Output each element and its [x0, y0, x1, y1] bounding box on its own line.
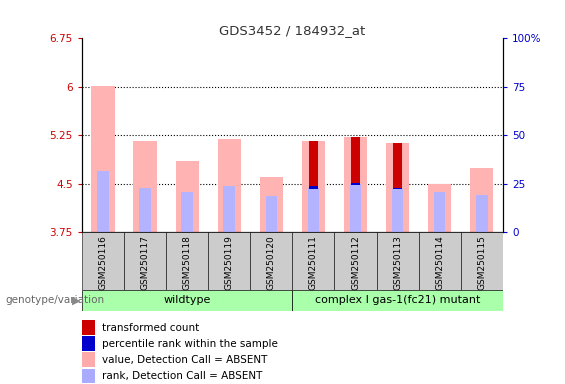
Bar	[334, 232, 376, 290]
Bar	[293, 290, 503, 311]
Bar	[393, 143, 402, 189]
Bar	[428, 184, 451, 232]
Bar	[166, 232, 208, 290]
Bar	[133, 141, 157, 232]
Bar	[386, 143, 409, 232]
Text: GSM250120: GSM250120	[267, 235, 276, 290]
Bar	[351, 183, 360, 185]
Bar	[419, 232, 461, 290]
Text: value, Detection Call = ABSENT: value, Detection Call = ABSENT	[102, 355, 268, 365]
Bar	[376, 232, 419, 290]
Text: GSM250115: GSM250115	[477, 235, 486, 290]
Bar	[92, 86, 115, 232]
Bar	[224, 186, 235, 232]
Text: GSM250111: GSM250111	[309, 235, 318, 290]
Bar	[461, 232, 503, 290]
Text: GSM250114: GSM250114	[435, 235, 444, 290]
Bar	[434, 192, 445, 232]
Bar	[309, 141, 318, 189]
Bar	[293, 232, 334, 290]
Bar	[392, 189, 403, 232]
Bar	[82, 290, 293, 311]
Bar	[260, 177, 283, 232]
Text: GSM250118: GSM250118	[182, 235, 192, 290]
Text: genotype/variation: genotype/variation	[6, 295, 105, 305]
Bar	[82, 369, 95, 383]
Bar	[266, 196, 277, 232]
Bar	[82, 353, 95, 367]
Text: complex I gas-1(fc21) mutant: complex I gas-1(fc21) mutant	[315, 295, 480, 306]
Bar	[250, 232, 293, 290]
Text: percentile rank within the sample: percentile rank within the sample	[102, 339, 278, 349]
Bar	[351, 137, 360, 185]
Text: GSM250113: GSM250113	[393, 235, 402, 290]
Bar	[176, 161, 199, 232]
Text: GSM250112: GSM250112	[351, 235, 360, 290]
Bar	[124, 232, 166, 290]
Text: GSM250116: GSM250116	[98, 235, 107, 290]
Bar	[97, 171, 108, 232]
Bar	[350, 184, 361, 232]
Bar	[82, 336, 95, 351]
Text: rank, Detection Call = ABSENT: rank, Detection Call = ABSENT	[102, 371, 263, 381]
Bar	[476, 195, 488, 232]
Bar	[470, 168, 493, 232]
Text: GSM250117: GSM250117	[141, 235, 150, 290]
Bar	[208, 232, 250, 290]
Bar	[302, 141, 325, 232]
Text: ▶: ▶	[72, 295, 81, 305]
Title: GDS3452 / 184932_at: GDS3452 / 184932_at	[219, 24, 366, 37]
Bar	[181, 192, 193, 232]
Text: GSM250119: GSM250119	[225, 235, 234, 290]
Text: wildtype: wildtype	[163, 295, 211, 306]
Bar	[393, 188, 402, 189]
Bar	[218, 139, 241, 232]
Text: transformed count: transformed count	[102, 323, 199, 333]
Bar	[309, 186, 318, 189]
Bar	[82, 320, 95, 335]
Bar	[344, 137, 367, 232]
Bar	[140, 188, 151, 232]
Bar	[308, 188, 319, 232]
Bar	[82, 232, 124, 290]
